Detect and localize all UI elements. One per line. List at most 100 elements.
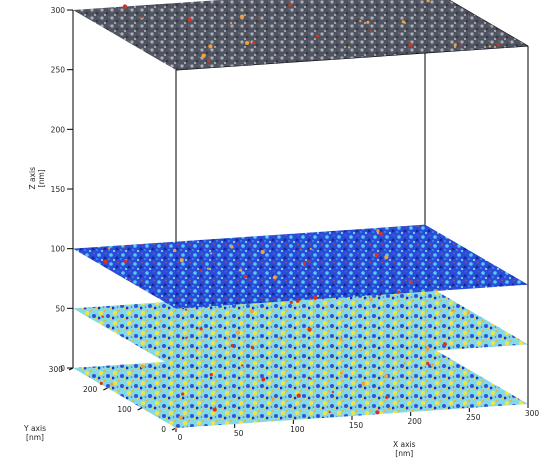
z-tick-label: 200 xyxy=(51,125,66,134)
surface-speck xyxy=(140,15,143,19)
surface-speck xyxy=(277,336,281,340)
surface-speck xyxy=(435,289,439,292)
surface-speck xyxy=(230,245,234,249)
surface-speck xyxy=(339,371,344,375)
surface-speck xyxy=(376,229,380,233)
surface-speck xyxy=(340,375,343,378)
z-axis-label: Z axis xyxy=(28,167,37,190)
y-axis-label: Y axis xyxy=(23,424,46,433)
surface-speck xyxy=(331,390,334,394)
surface-z-100 xyxy=(73,224,528,309)
surface-speck xyxy=(467,312,470,315)
z-axis-label-group: Z axis [nm] xyxy=(28,167,46,190)
surface-speck xyxy=(271,397,275,401)
surface-speck xyxy=(401,20,405,24)
surface-speck xyxy=(408,42,413,47)
x-tick-label: 50 xyxy=(234,429,244,438)
surface-speck xyxy=(103,259,108,264)
surface-speck xyxy=(123,246,126,249)
surface-speck xyxy=(244,40,250,46)
surface-speck xyxy=(179,258,184,263)
surface-speck xyxy=(411,376,414,379)
surface-speck xyxy=(307,327,312,332)
surface-speck xyxy=(243,275,248,279)
surface-speck xyxy=(184,308,188,311)
surface-speck xyxy=(384,254,389,260)
surface-speck xyxy=(325,305,328,309)
surface-speck xyxy=(235,330,241,335)
surface-speck xyxy=(430,363,434,367)
surface-speck xyxy=(108,247,111,250)
surface-speck xyxy=(230,343,234,348)
surface-speck xyxy=(288,3,292,7)
surface-speck xyxy=(296,393,301,398)
surface-speck xyxy=(209,373,213,377)
x-tick-label: 100 xyxy=(290,425,305,434)
surface-speck xyxy=(181,392,185,396)
x-axis-unit: [nm] xyxy=(395,449,413,458)
surface-speck xyxy=(403,362,406,365)
y-tick xyxy=(103,387,108,391)
surface-speck xyxy=(315,34,319,38)
surface-speck xyxy=(339,337,343,341)
x-tick-label: 200 xyxy=(408,417,423,426)
surface-speck xyxy=(257,18,261,21)
surface-speck xyxy=(374,252,379,258)
surface-speck xyxy=(178,415,183,420)
surface-speck xyxy=(388,407,391,410)
x-tick-label: 300 xyxy=(525,409,540,418)
surface-speck xyxy=(488,45,491,48)
surface-speck xyxy=(328,411,331,414)
surface-speck xyxy=(187,17,192,23)
surface-speck xyxy=(261,377,266,382)
surface-speck xyxy=(230,21,233,25)
surface-speck xyxy=(122,4,128,9)
surface-speck xyxy=(185,336,188,339)
z-axis-unit: [nm] xyxy=(37,169,46,187)
z-tick-label: 0 xyxy=(60,364,65,373)
x-tick-label: 250 xyxy=(466,413,481,422)
x-tick-label: 0 xyxy=(178,433,183,442)
surface-speck xyxy=(101,315,104,318)
surface-speck xyxy=(173,248,177,253)
surface-speck xyxy=(206,59,211,63)
surface-speck xyxy=(227,337,230,341)
z-tick-label: 50 xyxy=(55,304,65,313)
surface-speck xyxy=(241,364,244,367)
surface-speck xyxy=(140,364,145,369)
surface-speck xyxy=(123,259,127,263)
surface-speck xyxy=(384,374,389,379)
surface-speck xyxy=(110,382,114,386)
surface-speck xyxy=(208,44,213,49)
z-tick-label: 100 xyxy=(51,245,66,254)
surface-speck xyxy=(209,252,213,255)
surface-speck xyxy=(238,268,243,272)
surface-speck xyxy=(496,42,500,47)
surface-speck xyxy=(366,20,370,24)
surface-speck xyxy=(252,40,256,45)
x-tick-label: 150 xyxy=(349,421,364,430)
surface-speck xyxy=(249,309,254,314)
surface-speck xyxy=(309,247,312,251)
surface-speck xyxy=(289,300,293,304)
surface-speck xyxy=(361,381,366,386)
surface-speck xyxy=(195,349,198,352)
surface-speck xyxy=(302,261,307,266)
surface-speck xyxy=(313,295,318,300)
surface-speck xyxy=(272,275,277,280)
surface-speck xyxy=(348,46,351,49)
y-axis-unit: [nm] xyxy=(26,433,44,442)
surface-speck xyxy=(174,426,178,430)
y-tick-label: 100 xyxy=(117,405,132,414)
surface-speck xyxy=(409,280,413,284)
surface-speck xyxy=(425,346,430,351)
surface-speck xyxy=(309,377,312,380)
surface-speck xyxy=(99,381,103,385)
surface-speck xyxy=(299,246,302,250)
surface-speck xyxy=(359,20,362,23)
surface-speck xyxy=(360,349,363,352)
y-tick-label: 0 xyxy=(161,425,166,434)
surface-speck xyxy=(199,269,202,272)
z-tick-label: 250 xyxy=(51,66,66,75)
